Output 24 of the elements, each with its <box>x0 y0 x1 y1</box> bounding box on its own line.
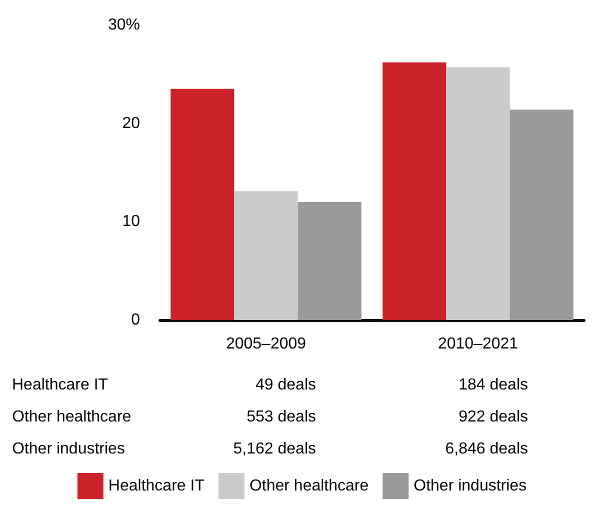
bar <box>234 191 298 320</box>
y-tick-label: 10 <box>122 213 140 230</box>
bar <box>382 62 446 320</box>
text: Other healthcare <box>12 408 132 426</box>
y-tick-label: 20 <box>122 114 140 132</box>
y-tick-label: 0 <box>131 312 140 328</box>
x-tick-label: 2005–2009 <box>226 336 306 352</box>
text: Other industries <box>12 440 125 458</box>
text: 6,846 deals <box>445 440 528 458</box>
text: 922 deals <box>458 408 528 426</box>
y-tick-label: 30% <box>108 16 140 34</box>
legend-label: Other industries <box>414 478 527 494</box>
legend-label: Healthcare IT <box>108 478 205 494</box>
bar <box>446 67 510 320</box>
bar <box>510 110 574 320</box>
text: 184 deals <box>458 376 528 394</box>
legend-label: Other healthcare <box>249 478 369 494</box>
text: Healthcare IT <box>12 376 108 394</box>
x-tick-label: 2010–2021 <box>438 336 518 352</box>
text: 5,162 deals <box>233 440 316 458</box>
text: 553 deals <box>246 408 316 426</box>
text: 49 deals <box>256 376 316 394</box>
bar <box>170 88 234 320</box>
bar <box>298 202 362 320</box>
